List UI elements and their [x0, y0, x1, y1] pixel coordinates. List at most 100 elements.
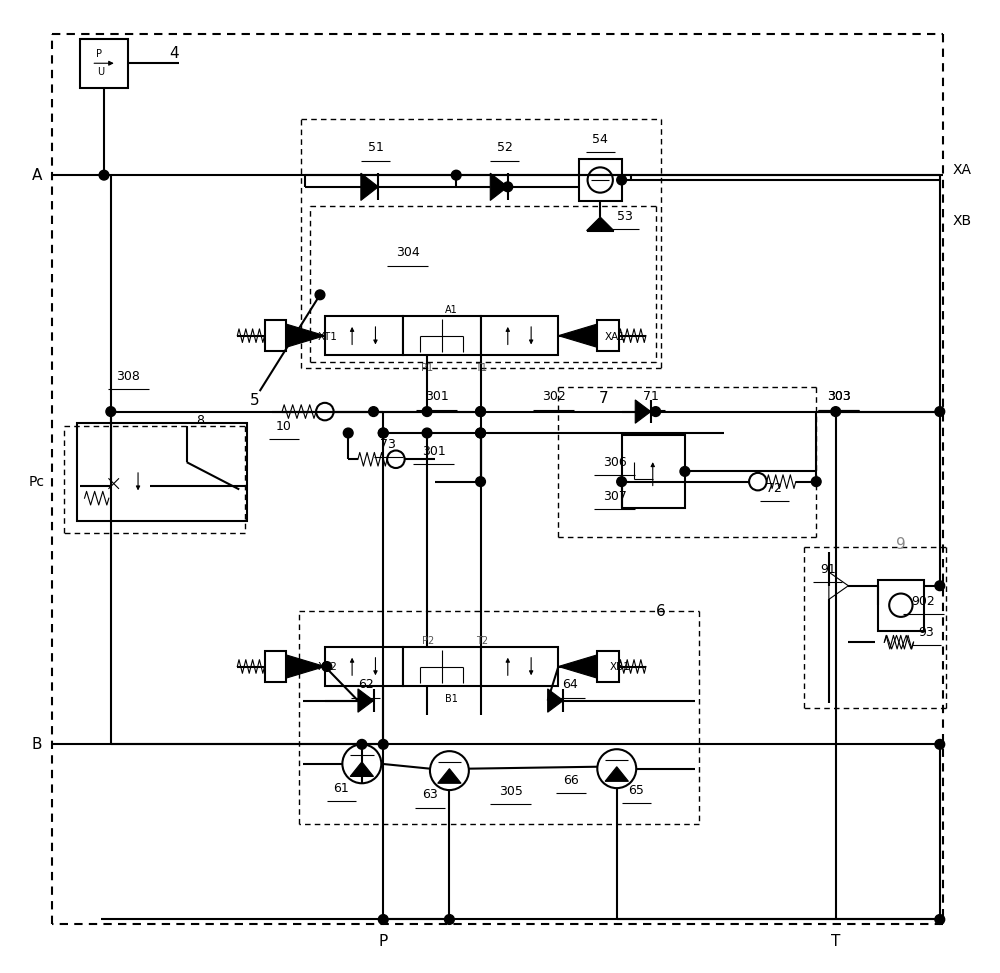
Circle shape — [316, 403, 334, 420]
Circle shape — [503, 182, 513, 192]
Circle shape — [378, 739, 388, 749]
Text: A: A — [32, 167, 42, 183]
Text: 93: 93 — [918, 626, 934, 639]
Text: XA: XA — [952, 163, 971, 177]
Text: 902: 902 — [911, 595, 935, 608]
Polygon shape — [358, 689, 374, 712]
Circle shape — [342, 744, 381, 783]
Text: 61: 61 — [334, 781, 349, 795]
Text: 52: 52 — [497, 141, 513, 155]
Text: P: P — [96, 50, 102, 59]
Text: 302: 302 — [542, 390, 565, 404]
Circle shape — [369, 407, 378, 416]
Circle shape — [476, 477, 485, 486]
Bar — [481, 647, 558, 686]
Polygon shape — [587, 217, 614, 231]
Bar — [622, 435, 685, 508]
Bar — [77, 423, 247, 521]
Text: 54: 54 — [592, 132, 608, 146]
Circle shape — [935, 581, 945, 591]
Text: 304: 304 — [396, 246, 419, 260]
Circle shape — [935, 739, 945, 749]
Bar — [265, 651, 286, 682]
Text: P: P — [379, 934, 388, 950]
Circle shape — [315, 290, 325, 300]
Circle shape — [476, 407, 485, 416]
Circle shape — [430, 751, 469, 790]
Circle shape — [889, 594, 913, 617]
Text: 8: 8 — [196, 414, 204, 427]
Polygon shape — [361, 173, 378, 200]
Bar — [403, 647, 481, 686]
Polygon shape — [829, 572, 848, 599]
Text: 91: 91 — [820, 562, 836, 576]
Polygon shape — [548, 689, 563, 712]
Circle shape — [387, 450, 405, 468]
Bar — [325, 647, 403, 686]
Circle shape — [322, 662, 332, 671]
Polygon shape — [558, 324, 597, 347]
Circle shape — [831, 407, 841, 416]
Bar — [481, 316, 558, 355]
Text: 62: 62 — [358, 678, 374, 692]
Text: 72: 72 — [766, 482, 782, 495]
Text: 305: 305 — [499, 784, 523, 798]
Text: 301: 301 — [425, 390, 449, 404]
Text: XT2: XT2 — [318, 662, 338, 671]
Bar — [597, 320, 619, 351]
Circle shape — [617, 477, 626, 486]
Circle shape — [378, 428, 388, 438]
Text: 5: 5 — [250, 393, 260, 409]
Text: 4: 4 — [169, 46, 179, 61]
Text: P1: P1 — [421, 363, 433, 373]
Text: 301: 301 — [422, 445, 446, 458]
Text: T: T — [831, 934, 840, 950]
Circle shape — [651, 407, 661, 416]
Text: A1: A1 — [445, 306, 458, 315]
Circle shape — [378, 915, 388, 924]
Polygon shape — [286, 324, 325, 347]
Text: XB: XB — [952, 214, 972, 228]
Bar — [325, 316, 403, 355]
Polygon shape — [558, 655, 597, 678]
Circle shape — [935, 407, 945, 416]
Text: 306: 306 — [603, 455, 627, 469]
Circle shape — [422, 428, 432, 438]
Polygon shape — [286, 655, 325, 678]
Bar — [265, 320, 286, 351]
Circle shape — [749, 473, 767, 490]
Circle shape — [378, 428, 388, 438]
Text: U: U — [98, 67, 105, 77]
Circle shape — [476, 428, 485, 438]
Circle shape — [935, 915, 945, 924]
Text: 6: 6 — [656, 603, 665, 619]
Bar — [579, 159, 622, 201]
Text: 51: 51 — [368, 141, 383, 155]
Text: Pc: Pc — [29, 475, 45, 488]
Bar — [80, 457, 150, 514]
Text: 303: 303 — [827, 390, 850, 404]
Text: 7: 7 — [598, 391, 608, 407]
Circle shape — [451, 170, 461, 180]
Circle shape — [422, 407, 432, 416]
Text: T2: T2 — [476, 636, 489, 646]
Text: 303: 303 — [827, 390, 850, 404]
Polygon shape — [605, 767, 628, 781]
Text: 53: 53 — [617, 209, 632, 223]
Circle shape — [476, 428, 485, 438]
Bar — [403, 316, 481, 355]
Text: B: B — [32, 737, 42, 752]
Circle shape — [617, 175, 626, 185]
Circle shape — [182, 457, 192, 467]
Polygon shape — [490, 173, 508, 200]
Bar — [878, 580, 924, 631]
Polygon shape — [438, 769, 461, 783]
Circle shape — [445, 915, 454, 924]
Circle shape — [106, 407, 116, 416]
Text: XB1: XB1 — [609, 662, 630, 671]
Text: 10: 10 — [276, 419, 292, 433]
Text: 9: 9 — [896, 537, 906, 553]
Circle shape — [680, 466, 690, 477]
Text: 73: 73 — [380, 438, 396, 451]
Text: XT1: XT1 — [318, 332, 338, 342]
